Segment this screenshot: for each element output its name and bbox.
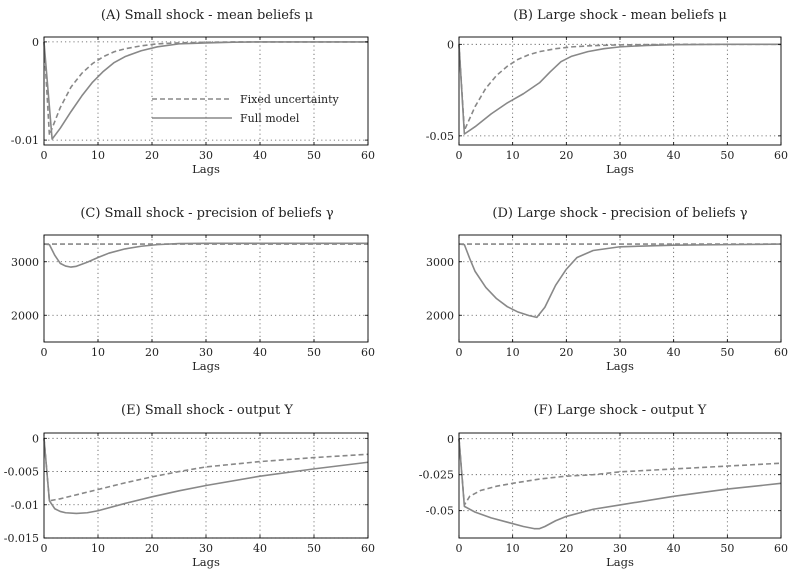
series-line-full-model [458, 43, 781, 135]
panel-title: (D) Large shock - precision of beliefs γ [492, 206, 747, 221]
x-axis-label: Lags [192, 555, 220, 569]
plot-frame [43, 234, 369, 343]
plot-frame [458, 234, 782, 343]
y-tick-label: -0.01 [11, 499, 39, 512]
x-tick-label: 50 [720, 149, 734, 162]
x-axis-label: Lags [606, 359, 634, 373]
x-tick-label: 20 [559, 149, 573, 162]
y-tick-label: 0 [447, 433, 454, 446]
legend-label-fixed-uncertainty: Fixed uncertainty [240, 93, 340, 106]
x-tick-label: 20 [145, 346, 159, 359]
y-tick-label: -0.05 [426, 130, 454, 143]
x-tick-label: 30 [613, 149, 627, 162]
panel-title: (A) Small shock - mean beliefs μ [101, 8, 313, 23]
panel-title: (C) Small shock - precision of beliefs γ [80, 206, 334, 221]
x-tick-label: 0 [456, 542, 463, 555]
x-axis-label: Lags [192, 359, 220, 373]
x-axis-label: Lags [606, 162, 634, 176]
y-tick-label: -0.05 [426, 505, 454, 518]
panel-b: (B) Large shock - mean beliefs μ 0 10 20 30 4… [426, 8, 788, 176]
x-tick-label: 40 [253, 149, 267, 162]
x-tick-label: 60 [774, 542, 788, 555]
series-line-full-model [43, 242, 368, 268]
plot-frame [43, 36, 369, 146]
x-tick-label: 40 [253, 346, 267, 359]
series-line-full-model [458, 438, 782, 530]
x-tick-label: 60 [361, 149, 375, 162]
x-tick-label: 0 [41, 149, 48, 162]
x-tick-label: 20 [145, 149, 159, 162]
y-tick-label: -0.01 [11, 134, 39, 147]
x-tick-label: 30 [199, 542, 213, 555]
y-tick-label: 0 [32, 432, 39, 445]
panel-title: (E) Small shock - output Y [121, 403, 293, 418]
x-tick-label: 60 [361, 346, 375, 359]
panel-title: (B) Large shock - mean beliefs μ [513, 8, 727, 23]
panel-d: (D) Large shock - precision of beliefs γ… [426, 206, 788, 373]
x-axis-label: Lags [192, 162, 220, 176]
legend: Fixed uncertainty Full model [152, 93, 340, 125]
x-tick-label: 10 [91, 149, 105, 162]
series-line-full-model [43, 438, 369, 515]
y-tick-label: -0.005 [4, 466, 39, 479]
x-tick-label: 50 [307, 346, 321, 359]
x-tick-label: 20 [559, 542, 573, 555]
x-tick-label: 0 [41, 542, 48, 555]
x-tick-label: 50 [720, 542, 734, 555]
y-tick-label: -0.025 [419, 469, 454, 482]
panel-f: (F) Large shock - output Y 0 10 20 30 40 50 60 0… [419, 403, 788, 569]
series-line-fixed-uncertainty [458, 43, 781, 132]
y-tick-label: -0.015 [4, 532, 39, 545]
x-tick-label: 30 [613, 542, 627, 555]
series-line-fixed-uncertainty [43, 438, 369, 502]
x-tick-label: 10 [91, 346, 105, 359]
x-tick-label: 50 [720, 346, 734, 359]
x-tick-label: 20 [559, 346, 573, 359]
y-tick-label: 2000 [11, 309, 39, 322]
plot-frame [458, 36, 782, 146]
x-tick-label: 20 [145, 542, 159, 555]
y-tick-label: 0 [32, 36, 39, 49]
x-tick-label: 40 [667, 346, 681, 359]
x-tick-label: 50 [307, 542, 321, 555]
x-tick-label: 0 [456, 346, 463, 359]
y-tick-label: 2000 [426, 309, 454, 322]
x-tick-label: 50 [307, 149, 321, 162]
x-tick-label: 0 [456, 149, 463, 162]
x-tick-label: 10 [506, 149, 520, 162]
series-line-full-model [43, 41, 368, 140]
panel-title: (F) Large shock - output Y [534, 403, 707, 418]
x-tick-label: 40 [253, 542, 267, 555]
x-tick-label: 60 [774, 149, 788, 162]
x-tick-label: 40 [667, 542, 681, 555]
panel-c: (C) Small shock - precision of beliefs γ… [11, 206, 375, 373]
series-line-full-model [458, 243, 782, 319]
x-tick-label: 10 [506, 542, 520, 555]
x-tick-label: 60 [774, 346, 788, 359]
y-tick-label: 3000 [11, 256, 39, 269]
y-tick-label: 3000 [426, 256, 454, 269]
x-axis-label: Lags [606, 555, 634, 569]
x-tick-label: 30 [613, 346, 627, 359]
x-tick-label: 10 [91, 542, 105, 555]
x-tick-label: 30 [199, 346, 213, 359]
panel-a: (A) Small shock - mean beliefs μ 0 10 20 30 4… [11, 8, 375, 176]
panel-e: (E) Small shock - output Y 0 10 20 30 40 50 60 0… [4, 403, 375, 569]
x-tick-label: 0 [41, 346, 48, 359]
x-tick-label: 60 [361, 542, 375, 555]
series-line-fixed-uncertainty [458, 438, 782, 506]
y-tick-label: 0 [447, 38, 454, 51]
x-tick-label: 30 [199, 149, 213, 162]
x-tick-label: 40 [667, 149, 681, 162]
legend-label-full-model: Full model [240, 112, 300, 125]
x-tick-label: 10 [506, 346, 520, 359]
